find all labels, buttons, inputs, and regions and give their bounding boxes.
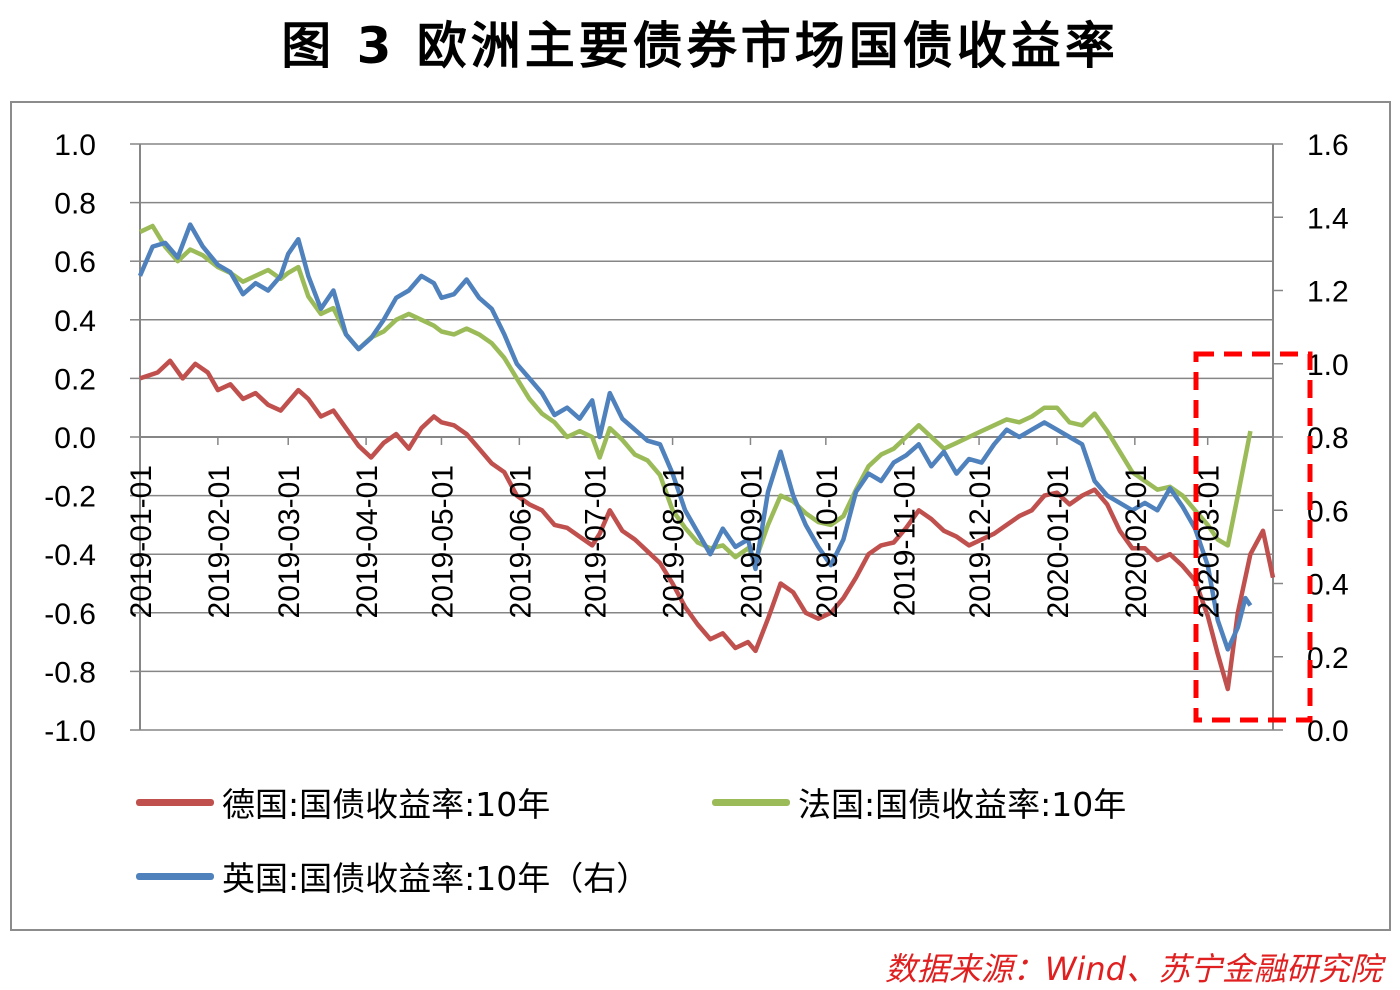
series-line-germany (139, 358, 1276, 692)
right-tick-label: 0.2 (1307, 642, 1349, 675)
legend-swatch-france (712, 798, 790, 806)
left-tick-label: 0.8 (54, 188, 96, 221)
x-tick-label: 2020-02-01 (1120, 465, 1153, 618)
right-tick-label: 0.8 (1307, 422, 1349, 455)
highlight-box (1193, 351, 1313, 723)
x-tick-label: 2019-04-01 (351, 465, 384, 618)
chart-title: 图 3 欧洲主要债券市场国债收益率 (281, 17, 1119, 75)
left-tick-label: -0.4 (44, 539, 96, 572)
legend-item-germany: 德国:国债收益率:10年 (136, 782, 550, 824)
x-tick-label: 2019-12-01 (964, 465, 997, 618)
left-tick-label: -0.8 (44, 656, 96, 689)
legend-swatch-germany (136, 798, 214, 806)
series-lines (137, 222, 1276, 692)
axes (130, 143, 1283, 731)
x-tick-label: 2019-11-01 (889, 465, 922, 616)
x-tick-label: 2019-02-01 (203, 465, 236, 618)
x-tick-label: 2019-06-01 (504, 465, 537, 618)
left-tick-label: 0.0 (54, 422, 96, 455)
right-tick-label: 0.0 (1307, 715, 1349, 748)
legend-item-uk: 英国:国债收益率:10年（右） (136, 856, 649, 898)
right-tick-label: 1.6 (1307, 129, 1349, 162)
chart-frame (10, 101, 1391, 931)
x-tick-label: 2019-07-01 (580, 465, 613, 618)
legend-swatch-uk (136, 872, 214, 880)
source-note: 数据来源：Wind、苏宁金融研究院 (884, 950, 1382, 988)
right-tick-label: 0.4 (1307, 569, 1349, 602)
legend-label-germany: 德国:国债收益率:10年 (222, 785, 551, 824)
x-tick-label: 2019-09-01 (736, 465, 769, 618)
series-line-france (139, 223, 1253, 563)
x-tick-label: 2019-05-01 (427, 465, 460, 618)
x-tick-label: 2019-10-01 (811, 465, 844, 618)
right-tick-label: 1.0 (1307, 349, 1349, 382)
right-tick-label: 1.4 (1307, 202, 1349, 235)
left-tick-label: -1.0 (44, 715, 96, 748)
left-tick-label: -0.2 (44, 481, 96, 514)
x-tick-label: 2019-01-01 (125, 465, 158, 618)
right-tick-label: 1.2 (1307, 276, 1349, 309)
legend-label-france: 法国:国债收益率:10年 (798, 785, 1127, 824)
legend-item-france: 法国:国债收益率:10年 (712, 782, 1126, 824)
x-tick-label: 2019-03-01 (273, 465, 306, 618)
series-line-uk (137, 222, 1253, 652)
legend-label-uk: 英国:国债收益率:10年（右） (222, 859, 650, 898)
left-tick-label: 1.0 (54, 129, 96, 162)
x-tick-label: 2019-08-01 (658, 465, 691, 618)
axis-labels: 1.0 0.8 0.6 0.4 0.2 0.0 -0.2 -0.4 -0.6 -0.8 -1.0 1.… (44, 129, 1348, 748)
right-tick-label: 0.6 (1307, 495, 1349, 528)
left-tick-label: 0.2 (54, 363, 96, 396)
x-tick-label: 2020-01-01 (1042, 465, 1075, 618)
left-tick-label: -0.6 (44, 598, 96, 631)
left-tick-label: 0.4 (54, 305, 96, 338)
left-tick-label: 0.6 (54, 246, 96, 279)
